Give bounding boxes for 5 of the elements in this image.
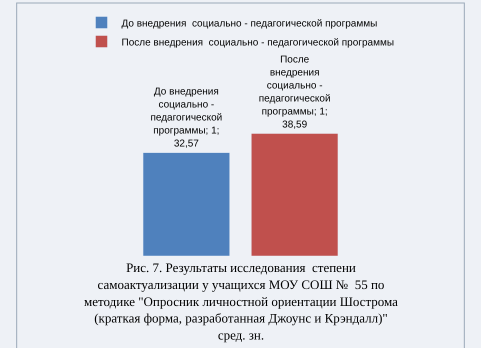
legend-label: До внедрения социально - педагогической программы — [122, 18, 378, 30]
legend-label: После внедрения социально - педагогической программы — [122, 37, 394, 48]
data-label: После внедрения социально - педагогической программы; 1; 38,59 — [258, 54, 331, 130]
text: Рис. 7. Результаты исследования степени самоактуализации у учащихся МОУ СОШ № 55 по методике "Опросник личностной ориентации Шострома (краткая форма, разработанная Джоунс и Крэндалл)" сред. зн. — [84, 260, 398, 343]
data-label: До внедрения социально - педагогической программы; 1; 32,57 — [150, 86, 222, 150]
